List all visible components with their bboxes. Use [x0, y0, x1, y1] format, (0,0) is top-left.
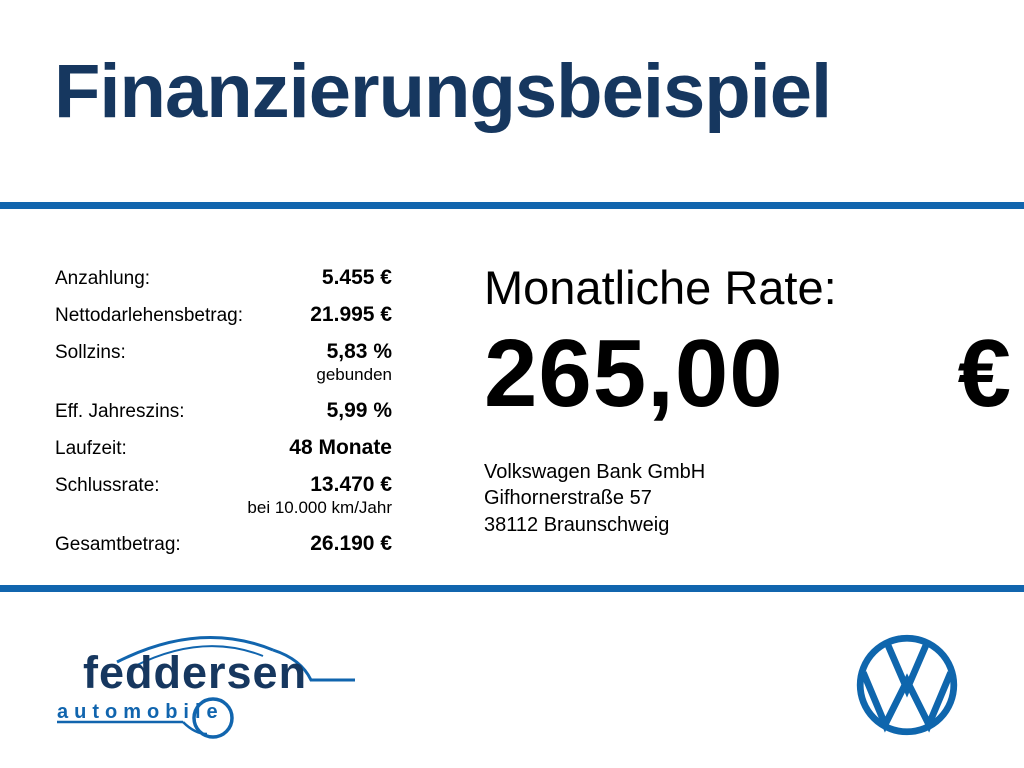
bottom-divider — [0, 585, 1024, 592]
finance-row: Gesamtbetrag: 26.190 € — [55, 532, 392, 556]
dealer-name: feddersen — [83, 647, 308, 698]
bank-street: Gifhornerstraße 57 — [484, 487, 652, 510]
finance-note: gebunden — [316, 365, 392, 384]
dealer-logo: feddersen automobile — [55, 626, 375, 746]
rate-value: 265,00 — [484, 320, 784, 427]
finance-table: Anzahlung: 5.455 € Nettodarlehensbetrag:… — [55, 266, 392, 556]
rate-currency: € — [957, 320, 1012, 427]
finance-value: 5.455 € — [321, 266, 392, 289]
finance-value: 48 Monate — [289, 436, 392, 460]
finance-row: Sollzins: 5,83 % gebunden — [55, 340, 392, 386]
rate-amount: 265,00 € — [484, 319, 1012, 429]
finance-value: 5,83 % — [326, 340, 392, 363]
bank-address: Volkswagen Bank GmbH Gifhornerstraße 57 … — [484, 459, 1012, 538]
finance-value: 5,99 % — [326, 399, 392, 423]
finance-row: Anzahlung: 5.455 € — [55, 266, 392, 290]
monthly-rate-section: Monatliche Rate: 265,00 € Volkswagen Ban… — [484, 260, 1012, 538]
page-title: Finanzierungsbeispiel — [54, 49, 832, 134]
vw-logo — [856, 634, 958, 736]
finance-row: Eff. Jahreszins: 5,99 % — [55, 399, 392, 423]
finance-label: Gesamtbetrag: — [55, 534, 181, 556]
finance-note: bei 10.000 km/Jahr — [247, 498, 392, 518]
bank-name: Volkswagen Bank GmbH — [484, 461, 706, 483]
finance-value: 21.995 € — [310, 303, 392, 326]
finance-row: Laufzeit: 48 Monate — [55, 436, 392, 460]
finance-value: 13.470 € — [310, 473, 392, 497]
finance-row: Schlussrate: 13.470 € bei 10.000 km/Jahr — [55, 473, 392, 519]
finance-label: Sollzins: — [55, 342, 126, 363]
car-sketch-icon — [57, 636, 355, 739]
finance-label: Nettodarlehensbetrag: — [55, 305, 244, 326]
finance-row: Nettodarlehensbetrag: 21.995 € — [55, 303, 392, 327]
finance-label: Anzahlung: — [55, 268, 151, 289]
bank-city: 38112 Braunschweig — [484, 513, 670, 536]
finance-label: Schlussrate: — [55, 475, 160, 497]
finance-label: Eff. Jahreszins: — [55, 401, 185, 423]
rate-heading: Monatliche Rate: — [484, 261, 837, 314]
finance-value: 26.190 € — [310, 532, 392, 556]
finance-label: Laufzeit: — [55, 438, 127, 460]
dealer-subtitle: automobile — [57, 701, 224, 723]
top-divider — [0, 202, 1024, 209]
